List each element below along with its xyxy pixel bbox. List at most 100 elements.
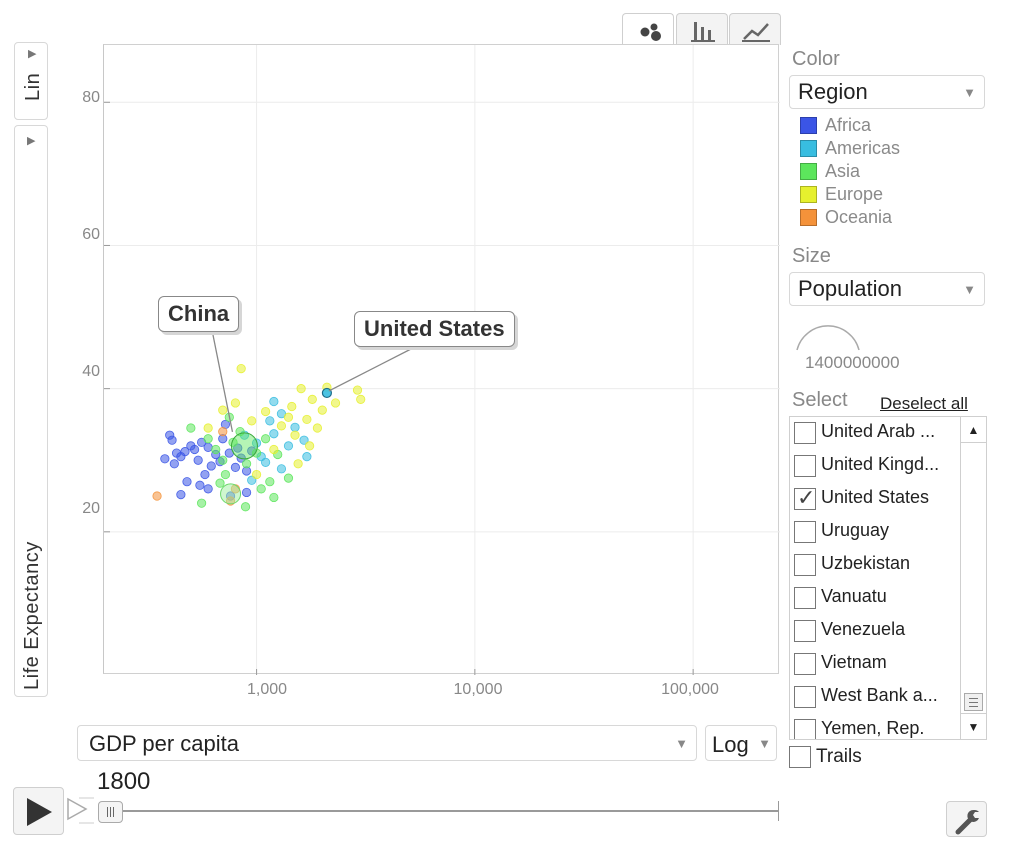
step-forward-icon[interactable] [66,796,96,826]
united-states-callout[interactable]: United States [354,311,515,347]
checkbox[interactable] [794,719,816,739]
data-point[interactable] [269,396,279,407]
country-item-united-arab-emirates[interactable]: United Arab ... [790,417,962,450]
scroll-up-icon[interactable]: ▲ [961,417,986,443]
data-point[interactable] [203,484,213,494]
data-point[interactable] [220,469,231,480]
country-item-uzbekistan[interactable]: Uzbekistan [790,549,962,582]
tab-bubble-chart[interactable] [622,13,674,46]
scroll-thumb[interactable] [964,693,983,711]
data-point[interactable] [269,444,279,455]
time-slider-track[interactable] [109,810,779,812]
data-point[interactable] [269,429,279,439]
data-point[interactable] [240,502,251,512]
data-point[interactable] [218,426,228,437]
plot-area[interactable] [103,44,780,675]
data-point[interactable] [160,454,170,464]
scroll-down-icon[interactable]: ▼ [961,713,986,739]
data-point[interactable] [283,412,294,422]
checkbox[interactable] [794,620,816,642]
data-point[interactable] [296,384,306,394]
data-point[interactable] [169,459,179,469]
data-point[interactable] [265,477,275,487]
data-point[interactable] [261,406,271,417]
data-point[interactable] [302,414,312,425]
data-point[interactable] [261,457,271,467]
data-point[interactable] [193,455,203,465]
data-point[interactable] [167,435,177,445]
checkbox[interactable] [794,455,816,477]
data-point[interactable] [186,423,196,433]
data-point[interactable] [290,422,300,432]
checkbox[interactable] [794,653,816,675]
data-point[interactable] [299,435,309,445]
data-point[interactable] [241,487,252,498]
checkbox[interactable] [794,521,816,543]
data-point[interactable] [182,477,192,487]
play-button[interactable] [13,787,64,835]
y-indicator-selector[interactable]: ▶ Life Expectancy [14,125,48,697]
data-point[interactable] [180,447,190,457]
settings-button[interactable] [946,801,987,837]
trails-checkbox[interactable] [789,746,811,768]
data-point[interactable] [235,426,245,437]
data-point[interactable] [256,484,266,494]
data-point[interactable] [290,430,300,440]
data-point[interactable] [215,478,225,488]
data-point[interactable] [293,459,303,469]
checkbox[interactable] [794,422,816,444]
data-point[interactable] [269,492,279,503]
data-point[interactable] [356,394,366,404]
data-point[interactable] [200,469,210,480]
data-point[interactable] [218,405,228,415]
data-point[interactable] [152,491,162,501]
data-point[interactable] [330,398,341,408]
data-point[interactable] [265,416,275,426]
x-scale-selector[interactable]: Log ▼ [705,725,777,761]
data-point[interactable] [203,434,213,444]
data-point[interactable] [305,441,315,451]
scrollbar[interactable]: ▲ ▼ [960,417,986,739]
country-item-yemen[interactable]: Yemen, Rep. [790,714,962,739]
country-item-vanuatu[interactable]: Vanuatu [790,582,962,615]
data-point[interactable] [230,398,241,408]
data-point[interactable] [307,394,317,404]
data-point[interactable] [203,442,213,452]
country-list[interactable]: United Arab ... United Kingd... ✓ United… [789,416,987,740]
data-point[interactable] [189,444,200,455]
data-point[interactable] [251,448,262,458]
data-point[interactable] [241,459,252,469]
time-slider-handle[interactable] [98,801,123,823]
country-item-venezuela[interactable]: Venezuela [790,615,962,648]
data-point[interactable] [287,401,297,412]
data-point[interactable] [228,437,238,447]
checkbox[interactable] [794,686,816,708]
tab-line-chart[interactable] [729,13,781,45]
data-point[interactable] [236,363,246,374]
china-callout[interactable]: China [158,296,240,332]
country-item-united-kingdom[interactable]: United Kingd... [790,450,962,483]
data-point[interactable] [211,444,221,455]
data-point[interactable] [197,498,207,508]
data-point[interactable] [251,438,262,448]
deselect-all-link[interactable]: Deselect all [880,394,968,413]
data-point[interactable] [203,423,213,433]
country-item-vietnam[interactable]: Vietnam [790,648,962,681]
data-point[interactable] [195,480,205,490]
data-point[interactable] [218,455,228,465]
scatter-plot[interactable] [104,45,780,675]
y-scale-selector[interactable]: Lin ▶ [14,42,48,120]
data-point[interactable] [276,421,287,431]
data-point[interactable] [261,434,271,444]
country-item-uruguay[interactable]: Uruguay [790,516,962,549]
data-point[interactable] [230,462,241,472]
country-item-west-bank[interactable]: West Bank a... [790,681,962,714]
tab-bar-chart[interactable] [676,13,728,45]
data-point[interactable] [251,469,262,480]
checkbox[interactable] [794,554,816,576]
data-point[interactable] [176,489,186,500]
checkbox-checked[interactable]: ✓ [794,485,816,510]
checkbox[interactable] [794,587,816,609]
color-selector[interactable]: Region ▼ [789,75,985,109]
data-point[interactable] [352,385,363,395]
